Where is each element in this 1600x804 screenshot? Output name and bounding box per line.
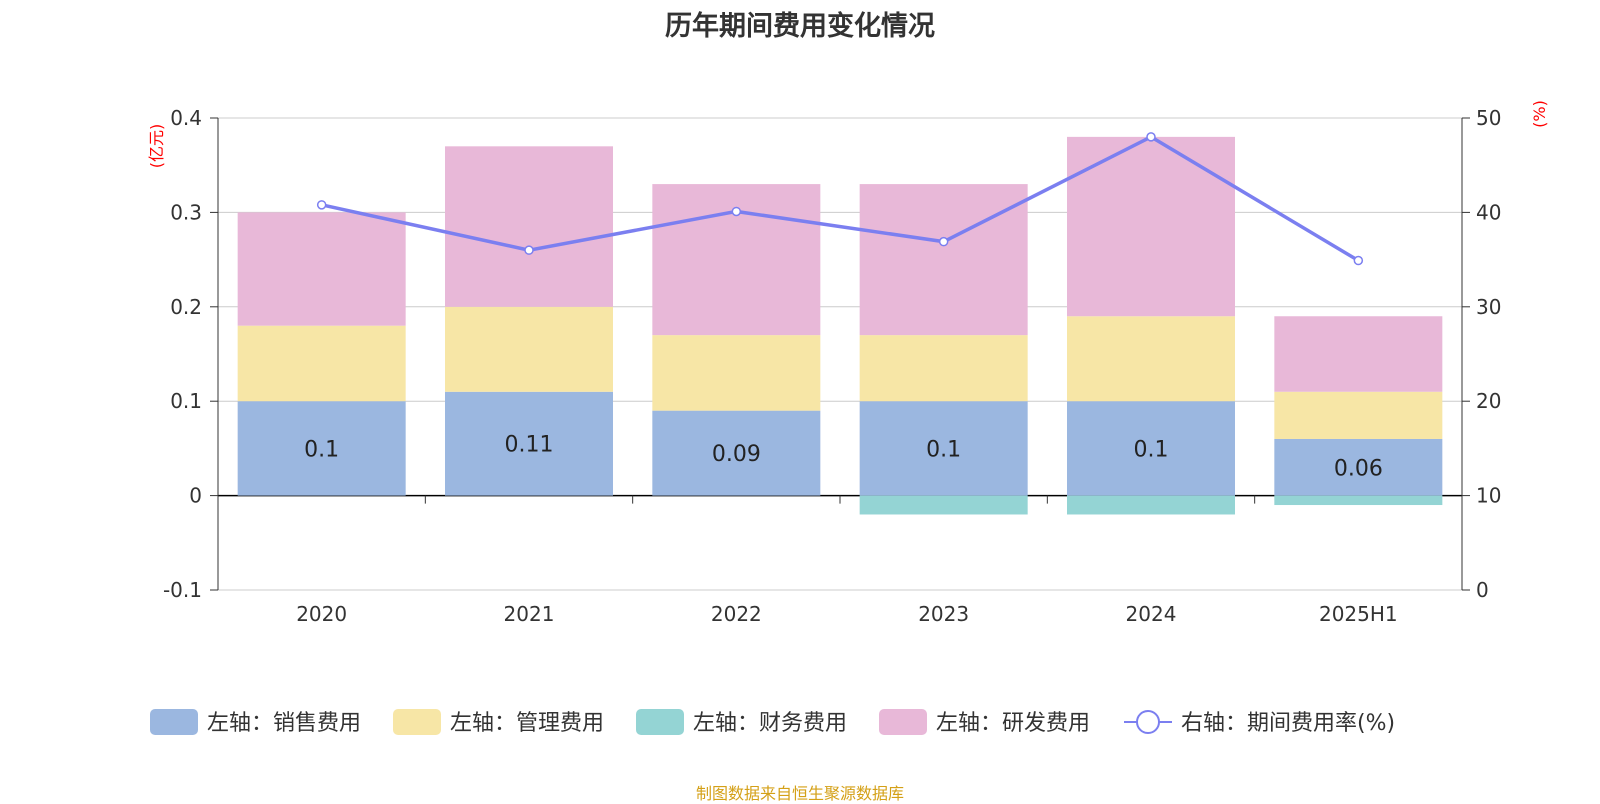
left-tick-label: 0.2: [170, 295, 202, 319]
bar-value-label: 0.1: [1134, 437, 1169, 462]
bar-segment: [1067, 401, 1235, 496]
bar-segment: [445, 306, 613, 392]
rate-line: [321, 134, 1360, 263]
bar-value-label: 0.1: [304, 437, 339, 462]
rate-point: [524, 245, 534, 255]
bar-value-label: 0.09: [712, 442, 761, 467]
rate-point: [316, 200, 327, 210]
legend-swatch: [879, 709, 927, 735]
bar-segment: [859, 335, 1028, 402]
bar-segment: [1067, 316, 1235, 402]
right-tick-label: 10: [1476, 484, 1501, 508]
x-tick-label: 2020: [296, 602, 347, 626]
chart-canvas: -0.1 0 0.1 0.2 0.3 0.4 0 10 20 30 40 50 (亿元) (%) 0.1 0.…: [147, 100, 1549, 736]
x-tick-label: 2021: [504, 602, 555, 626]
data-source-note: 制图数据来自恒生聚源数据库: [695, 784, 904, 803]
bar-value-label: 0.06: [1334, 456, 1383, 481]
right-tick-label: 40: [1476, 200, 1501, 224]
bar-value-label: 0.11: [505, 433, 554, 458]
bar-segment: [237, 212, 406, 326]
right-tick-label: 50: [1476, 106, 1501, 130]
legend-label: 左轴：财务费用: [693, 711, 847, 736]
bar-value-label: 0.1: [926, 437, 961, 462]
bar-segment: [859, 495, 1028, 515]
left-tick-label: 0.1: [170, 389, 202, 413]
x-tick-label: 2024: [1126, 602, 1177, 626]
bar-segment: [652, 335, 821, 411]
left-tick-label: 0: [189, 484, 202, 508]
legend-swatch: [393, 709, 441, 735]
bar-segment: [859, 184, 1028, 336]
legend-label: 左轴：研发费用: [936, 711, 1090, 736]
x-tick-label: 2025H1: [1319, 602, 1398, 626]
right-tick-label: 0: [1476, 578, 1489, 602]
bar-segment: [1067, 136, 1235, 317]
legend-marker: [1136, 710, 1160, 734]
legend-label: 左轴：销售费用: [207, 711, 361, 736]
legend-swatch: [150, 709, 198, 735]
chart-title: 历年期间费用变化情况: [665, 11, 935, 42]
left-tick-label: 0.3: [170, 200, 202, 224]
left-tick-label: 0.4: [170, 106, 202, 130]
bar-segment: [1067, 495, 1235, 515]
bar-segment: [859, 401, 1028, 496]
x-tick-label: 2023: [918, 602, 969, 626]
right-axis-unit: (%): [1530, 100, 1549, 128]
rate-point: [731, 206, 742, 217]
rate-point: [1146, 132, 1156, 142]
bar-segment: [237, 325, 406, 402]
bar-segment: [1274, 495, 1443, 506]
x-tick-label: 2022: [711, 602, 762, 626]
bar-segment: [1274, 438, 1443, 496]
rate-point: [938, 236, 949, 247]
left-tick-label: -0.1: [163, 578, 202, 602]
bar-segment: [237, 401, 406, 496]
right-tick-label: 30: [1476, 295, 1501, 319]
legend-swatch: [636, 709, 684, 735]
bar-segment: [1274, 316, 1443, 392]
rate-point: [1353, 255, 1364, 266]
legend-label: 右轴：期间费用率(%): [1181, 711, 1395, 736]
bar-segment: [445, 146, 613, 307]
bar-segment: [652, 410, 821, 496]
bar-segment: [445, 391, 613, 496]
bar-segment: [1274, 391, 1443, 439]
right-tick-label: 20: [1476, 389, 1501, 413]
legend-label: 左轴：管理费用: [450, 711, 604, 736]
left-axis-unit: (亿元): [147, 124, 166, 169]
